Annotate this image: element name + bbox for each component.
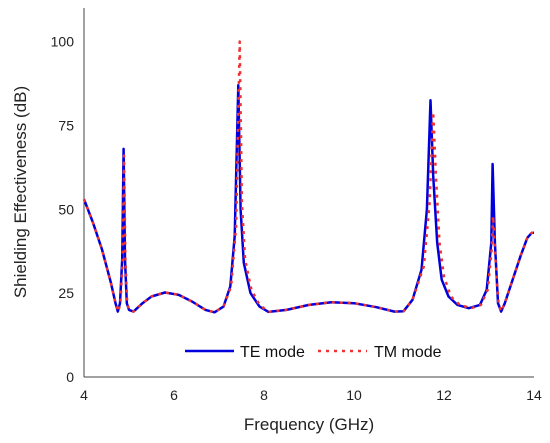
x-tick-label: 14	[526, 387, 542, 403]
plot-area	[82, 40, 534, 314]
y-axis-title: Shielding Effectiveness (dB)	[11, 86, 30, 298]
y-tick-label: 0	[66, 369, 74, 385]
axes	[83, 8, 534, 378]
y-tick-label: 25	[58, 285, 74, 301]
y-tick-label: 50	[58, 201, 74, 217]
x-tick-label: 10	[346, 387, 362, 403]
legend-label-tm: TM mode	[374, 344, 442, 361]
x-axis-title: Frequency (GHz)	[244, 415, 374, 434]
series-line-tm-mode	[82, 40, 534, 314]
y-tick-label: 100	[51, 34, 75, 50]
x-tick-label: 8	[260, 387, 268, 403]
x-tick-label: 12	[436, 387, 452, 403]
x-tick-label: 4	[80, 387, 88, 403]
y-tick-labels: 0 25 50 75 100	[51, 34, 75, 385]
legend-label-te: TE mode	[240, 344, 305, 361]
legend: TE mode TM mode	[185, 344, 442, 361]
x-tick-labels: 4 6 8 10 12 14	[80, 387, 542, 403]
y-tick-label: 75	[58, 117, 74, 133]
x-tick-label: 6	[170, 387, 178, 403]
series-line-te-mode	[82, 83, 534, 314]
